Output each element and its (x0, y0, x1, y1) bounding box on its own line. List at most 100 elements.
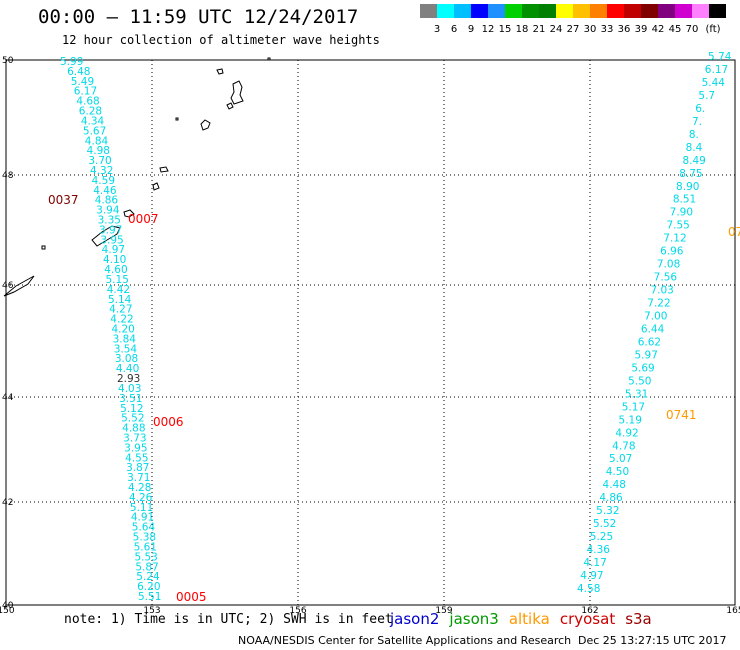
altimeter-track-west: 5.996.485.496.174.686.284.345.674.844.98… (60, 56, 161, 603)
wave-height-label: 5.24 (136, 571, 160, 583)
lat-tick-label: 44 (2, 393, 14, 403)
lon-tick-label: 156 (289, 606, 306, 616)
legend-swatch (522, 4, 539, 18)
wave-height-label: 4.34 (81, 115, 105, 127)
mission-altika: altika (508, 610, 550, 628)
lon-tick-label: 150 (0, 606, 15, 616)
wave-height-label: 3.97 (99, 224, 122, 236)
footer-credit: NOAA/NESDIS Center for Satellite Applica… (238, 634, 572, 647)
wave-height-label: 7.00 (644, 311, 667, 323)
wave-height-label: 6.48 (67, 66, 90, 78)
legend-label: 21 (533, 24, 546, 35)
legend-label: 27 (567, 24, 580, 35)
wave-height-label: 3.35 (98, 215, 121, 227)
legend-label: 70 (686, 24, 699, 35)
legend-swatch (590, 4, 607, 18)
islet-a (175, 117, 179, 121)
wave-height-label: 5.53 (134, 551, 157, 563)
legend-swatch (420, 4, 437, 18)
wave-height-label: 3.95 (124, 442, 147, 454)
legend-swatch (675, 4, 692, 18)
wave-height-label: 4.20 (111, 324, 134, 336)
wave-height-label: 8.49 (682, 155, 705, 167)
island-1 (216, 68, 224, 75)
graticule (5, 59, 736, 606)
wave-height-label: 3.54 (114, 343, 138, 355)
wave-height-label: 5.97 (635, 349, 658, 361)
wave-height-label: 7.55 (666, 220, 689, 232)
wave-height-label: 2.93 (117, 373, 140, 385)
wave-height-label: 5.32 (596, 505, 619, 517)
wave-height-label: 5.07 (609, 453, 632, 465)
wave-height-label: 6. (695, 103, 705, 115)
island-9 (3, 275, 35, 297)
wave-height-label: 5.61 (134, 541, 157, 553)
legend-label: 42 (652, 24, 665, 35)
legend-swatch (607, 4, 624, 18)
wave-height-label: 3.51 (119, 393, 142, 405)
wave-height-label: 4.17 (583, 557, 606, 569)
wave-height-label: 7.90 (670, 207, 693, 219)
wave-height-label: 4.50 (606, 466, 629, 478)
wave-height-label: 4.46 (93, 185, 117, 197)
wave-height-label: 4.48 (603, 479, 626, 491)
wave-height-label: 6.96 (660, 246, 684, 258)
wave-height-label: 8.75 (679, 168, 702, 180)
wave-height-label: 4.59 (92, 175, 115, 187)
wave-height-label: 5.17 (622, 401, 645, 413)
wave-height-label: 5.38 (133, 532, 156, 544)
wave-height-label: 5.74 (708, 51, 732, 63)
lat-tick-label: 48 (2, 171, 14, 181)
wave-height-label: 3.08 (115, 353, 138, 365)
wave-height-label: 8. (689, 129, 699, 141)
wave-height-label: 7.12 (663, 233, 686, 245)
legend-swatch (471, 4, 488, 18)
lat-tick-label: 50 (2, 56, 14, 66)
wave-height-label: 5.52 (121, 413, 144, 425)
wave-height-label: 6.44 (641, 323, 665, 335)
legend-swatch (709, 4, 726, 18)
wave-height-map: 5.996.485.496.174.686.284.345.674.844.98… (0, 51, 740, 616)
wave-height-label: 5.11 (130, 502, 153, 514)
pass-id-label: 0006 (153, 415, 184, 429)
wave-height-label: 3.95 (100, 234, 123, 246)
pass-id-label: 0741 (666, 408, 697, 422)
wave-height-label: 4.32 (90, 165, 113, 177)
legend-swatch (539, 4, 556, 18)
pass-id-label: 0037 (48, 193, 79, 207)
island-2 (230, 80, 244, 105)
island-8 (91, 225, 121, 247)
legend-swatch (437, 4, 454, 18)
footer-note: note: 1) Time is in UTC; 2) SWH is in fe… (64, 612, 393, 627)
legend-unit: (ft) (705, 24, 720, 35)
lat-tick-label: 46 (2, 281, 14, 291)
wave-height-label: 5.14 (108, 294, 132, 306)
mission-legend: jason2 jason3 altika cryosat s3a (390, 610, 662, 628)
wave-height-label: 3.94 (96, 205, 120, 217)
wave-height-label: 5.99 (60, 56, 83, 68)
legend-swatch (556, 4, 573, 18)
wave-height-label: 7.56 (654, 272, 678, 284)
wave-height-label: 6.17 (74, 86, 97, 98)
wave-height-label: 4.22 (110, 314, 133, 326)
legend-label: 12 (482, 24, 495, 35)
lon-tick-label: 159 (435, 606, 452, 616)
axis-labels: 150 153 156 159 162 165 50 48 46 44 42 40 (0, 56, 740, 616)
legend-swatch (454, 4, 471, 18)
wave-height-label: 4.84 (85, 135, 109, 147)
altimeter-track-east: 5.746.175.445.76.7.8.8.48.498.758.908.51… (577, 51, 732, 595)
legend-label: 39 (635, 24, 648, 35)
wave-height-label: 3.84 (113, 333, 137, 345)
wave-height-label: 5.67 (83, 125, 106, 137)
wave-height-label: 4.60 (104, 264, 127, 276)
wave-height-label: 3.73 (123, 432, 146, 444)
wave-height-label: 4.55 (125, 452, 148, 464)
wave-height-label: 4.36 (587, 544, 611, 556)
legend-swatch (505, 4, 522, 18)
island-7 (123, 209, 135, 218)
wave-height-label: 4.97 (102, 244, 125, 256)
wave-height-label: 4.91 (131, 512, 154, 524)
wave-height-label: 8.4 (686, 142, 703, 154)
wave-height-label: 5.25 (590, 531, 613, 543)
wave-height-label: 4.27 (109, 304, 132, 316)
